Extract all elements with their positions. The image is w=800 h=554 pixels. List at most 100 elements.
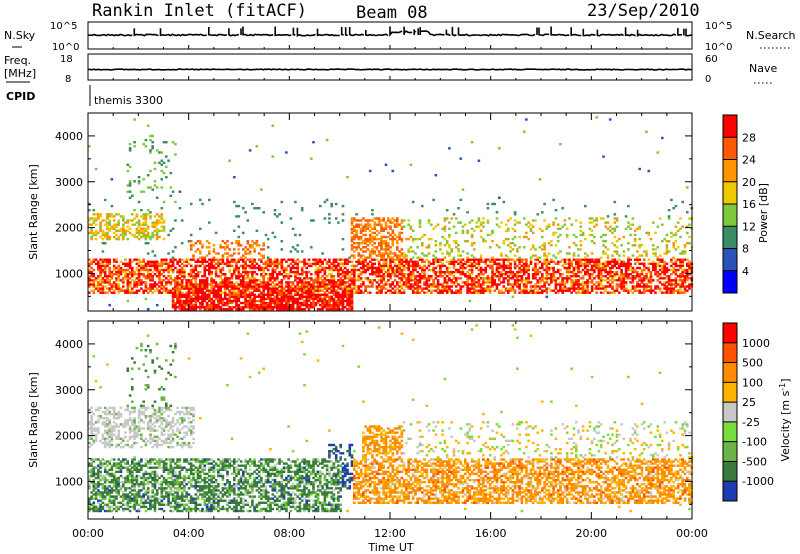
heatmap-cell [117, 266, 120, 270]
heatmap-cell [649, 273, 653, 276]
heatmap-cell [504, 237, 508, 241]
heatmap-cell [350, 229, 354, 232]
heatmap-cell [556, 291, 560, 294]
heatmap-cell [683, 268, 687, 272]
heatmap-cell [205, 289, 209, 292]
heatmap-cell [88, 264, 91, 268]
heatmap-cell [425, 254, 429, 257]
heatmap-cell [556, 270, 560, 274]
heatmap-cell [246, 277, 250, 280]
heatmap-cell [461, 229, 465, 232]
heatmap-cell [461, 270, 465, 274]
heatmap-cell [525, 231, 528, 235]
heatmap-cell [649, 277, 653, 280]
heatmap-cell [538, 281, 542, 284]
heatmap-cell [538, 256, 542, 259]
heatmap-cell [228, 283, 231, 286]
heatmap-cell [346, 273, 349, 276]
heatmap-cell [90, 433, 93, 436]
heatmap-cell [264, 233, 268, 237]
heatmap-cell [590, 266, 594, 270]
heatmap-cell [631, 287, 635, 290]
heatmap-cell [611, 227, 614, 230]
heatmap-cell [92, 474, 96, 478]
heatmap-cell [246, 240, 250, 243]
heatmap-cell [606, 277, 610, 280]
heatmap-cell [199, 306, 202, 309]
heatmap-cell [500, 258, 503, 261]
heatmap-cell [212, 303, 216, 307]
heatmap-cell [248, 308, 252, 311]
heatmap-cell [244, 277, 247, 280]
heatmap-cell [144, 283, 148, 286]
heatmap-cell [233, 268, 236, 272]
heatmap-cell [253, 207, 256, 210]
heatmap-cell [201, 279, 204, 282]
heatmap-cell [543, 283, 546, 286]
heatmap-cell [307, 270, 311, 274]
heatmap-cell [520, 281, 524, 284]
heatmap-cell [507, 266, 510, 270]
heatmap-cell [262, 270, 265, 274]
heatmap-cell [373, 217, 376, 220]
heatmap-cell [525, 287, 528, 290]
heatmap-cell [307, 277, 311, 280]
heatmap-cell [430, 237, 433, 241]
heatmap-cell [611, 266, 614, 270]
heatmap-cell [409, 283, 413, 286]
heatmap-cell [550, 279, 553, 282]
heatmap-cell [590, 221, 594, 224]
heatmap-cell [636, 250, 639, 253]
heatmap-cell [516, 285, 519, 288]
heatmap-cell [439, 260, 442, 263]
heatmap-cell [276, 273, 279, 276]
heatmap-cell [214, 266, 218, 270]
heatmap-cell [507, 270, 510, 274]
heatmap-cell [221, 308, 225, 311]
heatmap-cell [405, 266, 408, 270]
heatmap-cell [414, 291, 417, 294]
heatmap-cell [658, 258, 662, 261]
heatmap-cell [362, 262, 365, 265]
heatmap-cell [226, 258, 229, 261]
heatmap-cell [90, 266, 93, 270]
heatmap-cell [117, 285, 120, 288]
heatmap-cell [92, 217, 96, 220]
heatmap-cell [289, 295, 293, 298]
heatmap-cell [334, 291, 338, 294]
heatmap-cell [620, 268, 623, 272]
heatmap-cell [688, 273, 691, 276]
heatmap-cell [633, 289, 637, 292]
heatmap-cell [343, 285, 347, 288]
heatmap-cell [233, 287, 236, 290]
heatmap-cell [133, 258, 136, 261]
heatmap-cell [88, 281, 91, 284]
heatmap-cell [341, 213, 345, 216]
heatmap-cell [203, 295, 207, 298]
heatmap-cell [135, 266, 139, 270]
heatmap-cell [647, 233, 651, 237]
heatmap-cell [545, 256, 549, 259]
heatmap-cell [330, 281, 333, 284]
heatmap-cell [146, 268, 150, 272]
heatmap-cell [332, 258, 336, 261]
cpid-label: CPID [6, 90, 35, 103]
heatmap-cell [126, 184, 130, 187]
heatmap-cell [479, 254, 483, 257]
heatmap-cell [126, 291, 130, 294]
heatmap-cell [627, 262, 630, 265]
heatmap-cell [165, 141, 168, 144]
heatmap-cell [255, 240, 259, 243]
heatmap-cell [568, 258, 571, 261]
heatmap-cell [244, 270, 247, 274]
heatmap-cell [402, 256, 406, 259]
heatmap-cell [414, 287, 417, 290]
heatmap-cell [590, 258, 594, 261]
heatmap-cell [368, 250, 372, 253]
heatmap-cell [525, 264, 528, 268]
heatmap-cell [124, 264, 127, 268]
heatmap-cell [488, 277, 492, 280]
heatmap-cell [665, 268, 669, 272]
heatmap-cell [665, 281, 669, 284]
heatmap-cell [208, 308, 211, 311]
